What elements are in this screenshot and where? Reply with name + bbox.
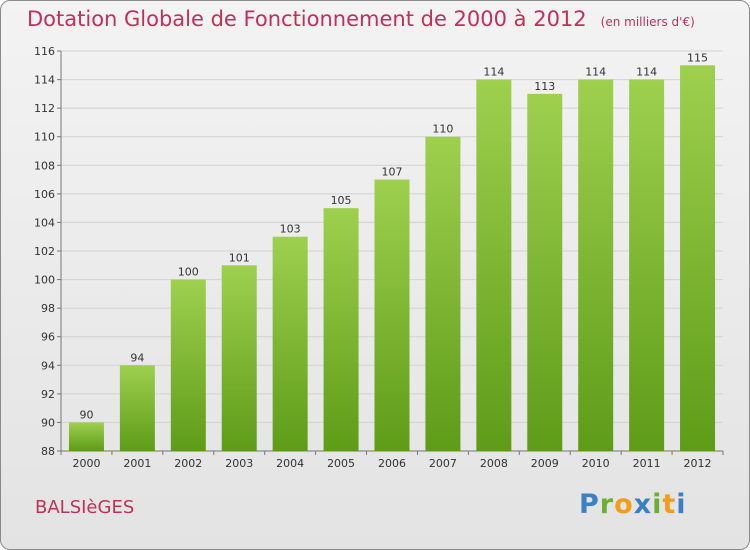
x-tick-label: 2006 (378, 457, 406, 470)
chart-title: Dotation Globale de Fonctionnement de 20… (27, 7, 695, 31)
y-tick-label: 108 (34, 159, 55, 172)
data-label: 114 (636, 66, 657, 79)
data-label: 110 (432, 123, 453, 136)
x-tick-label: 2012 (684, 457, 712, 470)
data-label: 115 (687, 51, 708, 64)
bar (68, 422, 104, 451)
y-tick-label: 104 (34, 216, 55, 229)
x-tick-label: 2005 (327, 457, 355, 470)
y-tick-label: 94 (41, 359, 55, 372)
x-tick-label: 2011 (633, 457, 661, 470)
y-tick-label: 98 (41, 302, 55, 315)
bar (272, 236, 308, 451)
x-tick-label: 2003 (225, 457, 253, 470)
data-label: 94 (130, 351, 144, 364)
bar (629, 79, 665, 452)
labels: 90 2000 94 2001 100 2002 101 2003 103 2004 105 2005… (72, 51, 711, 470)
bars (68, 65, 716, 452)
y-tick-label: 106 (34, 188, 55, 201)
data-label: 101 (229, 251, 250, 264)
data-label: 103 (280, 223, 301, 236)
bar (170, 279, 206, 451)
bar (374, 179, 410, 452)
y-tick-label: 90 (41, 416, 55, 429)
x-tick-label: 2004 (276, 457, 304, 470)
y-tick-label: 88 (41, 445, 55, 458)
bar (119, 365, 155, 451)
proxiti-logo[interactable]: Proxiti (579, 489, 687, 520)
x-tick-label: 2009 (531, 457, 559, 470)
data-label: 113 (534, 80, 555, 93)
unit-label: (en milliers d'€) (600, 15, 695, 29)
commune-name: BALSIèGES (35, 497, 135, 518)
bar (680, 65, 716, 452)
x-tick-label: 2000 (72, 457, 100, 470)
bar (323, 208, 359, 451)
y-tick-label: 92 (41, 388, 55, 401)
x-tick-label: 2007 (429, 457, 457, 470)
y-tick-label: 96 (41, 331, 55, 344)
y-tick-label: 102 (34, 245, 55, 258)
y-tick-label: 114 (34, 74, 55, 87)
x-tick-label: 2010 (582, 457, 610, 470)
x-tick-label: 2001 (123, 457, 151, 470)
data-label: 90 (79, 408, 93, 421)
data-label: 100 (178, 266, 199, 279)
bar (476, 79, 512, 452)
bar (578, 79, 614, 452)
y-tick-label: 100 (34, 274, 55, 287)
data-label: 114 (585, 66, 606, 79)
data-label: 107 (382, 166, 403, 179)
data-label: 114 (483, 66, 504, 79)
y-tick-label: 110 (34, 131, 55, 144)
x-tick-label: 2008 (480, 457, 508, 470)
y-tick-label: 116 (34, 45, 55, 58)
y-tick-label: 112 (34, 102, 55, 115)
bar (527, 93, 563, 451)
x-tick-label: 2002 (174, 457, 202, 470)
data-label: 105 (331, 194, 352, 207)
bar (221, 265, 257, 451)
bar (425, 136, 461, 451)
